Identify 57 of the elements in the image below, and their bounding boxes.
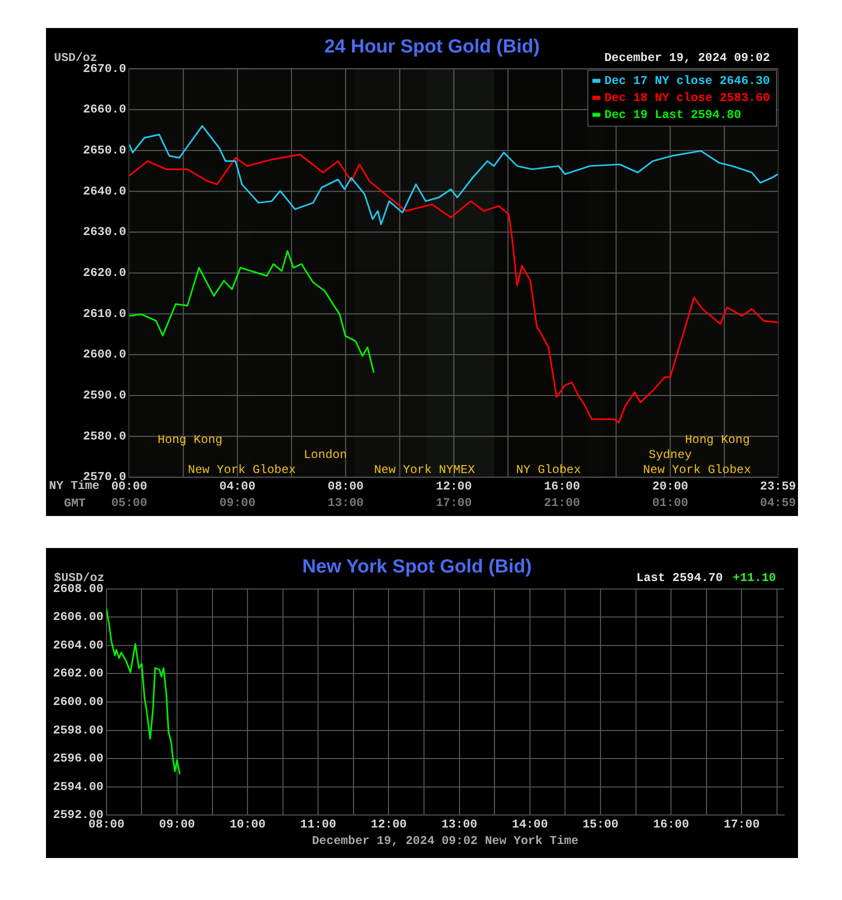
x-tick-label: 12:00 — [436, 479, 472, 494]
y-tick-label: 2600.0 — [82, 348, 126, 362]
text: Last 2594.70 — [636, 570, 723, 585]
x-tick-label: 20:00 — [652, 479, 688, 494]
y-tick-label: 2610.0 — [82, 306, 126, 321]
chart-title: 24 Hour Spot Gold (Bid) — [324, 36, 540, 58]
x2-tick-label: 04:59 — [760, 496, 796, 510]
band-label: Sydney — [648, 448, 692, 462]
y-tick-label: 2640.0 — [82, 184, 126, 198]
y-tick-label: 2602.00 — [52, 666, 104, 681]
x2-tick-label: 09:00 — [219, 496, 256, 510]
band-label: New York Globex — [643, 462, 752, 477]
x2-tick-label: 21:00 — [544, 496, 580, 510]
x-tick-label: 08:00 — [328, 479, 364, 494]
y-tick-label: 2596.00 — [52, 752, 104, 766]
x2-tick-label: 01:00 — [652, 496, 688, 510]
y-tick-label: 2580.0 — [82, 429, 126, 444]
x2-axis-title: GMT — [64, 496, 86, 511]
band-label: New York NYMEX — [374, 462, 475, 477]
legend-label: Dec 19 Last 2594.80 — [604, 108, 742, 122]
x-tick-label: 15:00 — [582, 817, 618, 832]
band-label: London — [304, 448, 347, 462]
y-tick-label: 2606.00 — [52, 610, 104, 624]
y-tick-label: 2598.00 — [52, 723, 104, 738]
legend-label: Dec 17 NY close 2646.30 — [604, 74, 770, 88]
x2-tick-label: 05:00 — [111, 496, 148, 510]
y-tick-label: 2590.0 — [82, 388, 126, 403]
y-tick-label: 2594.00 — [52, 780, 104, 794]
x-tick-label: 09:00 — [158, 817, 195, 832]
band-label: Hong Kong — [684, 432, 750, 447]
x-tick-label: 16:00 — [544, 479, 580, 494]
x-tick-label: 16:00 — [653, 817, 690, 832]
band-label: Hong Kong — [158, 432, 222, 447]
x-tick-label: 13:00 — [441, 817, 478, 832]
chart-title: New York Spot Gold (Bid) — [302, 556, 532, 578]
band-label: New York Globex — [188, 462, 296, 477]
x-tick-label: 17:00 — [724, 817, 760, 832]
x2-tick-label: 13:00 — [328, 496, 364, 510]
x-tick-label: 23:59 — [760, 479, 796, 494]
y-tick-label: 2650.0 — [82, 143, 126, 158]
y-tick-label: 2660.0 — [82, 102, 126, 117]
y-tick-label: 2600.00 — [52, 695, 104, 710]
x-tick-label: 11:00 — [300, 817, 336, 832]
x-axis-title: NY Time — [49, 479, 100, 494]
band-label: NY Globex — [516, 462, 581, 477]
x-tick-label: 14:00 — [512, 817, 548, 832]
x-tick-label: 12:00 — [370, 817, 407, 832]
legend-label: Dec 18 NY close 2583.60 — [604, 90, 770, 105]
x-tick-label: 04:00 — [219, 479, 256, 494]
x2-tick-label: 17:00 — [436, 496, 472, 510]
text: December 19, 2024 09:02 — [604, 50, 770, 65]
y-tick-label: 2620.0 — [82, 266, 126, 280]
x-axis-title: December 19, 2024 09:02 New York Time — [312, 834, 578, 848]
y-tick-label: 2604.00 — [52, 638, 104, 652]
x-tick-label: 10:00 — [230, 817, 266, 832]
y-tick-label: 2630.0 — [82, 225, 126, 240]
text: +11.10 — [732, 570, 776, 585]
